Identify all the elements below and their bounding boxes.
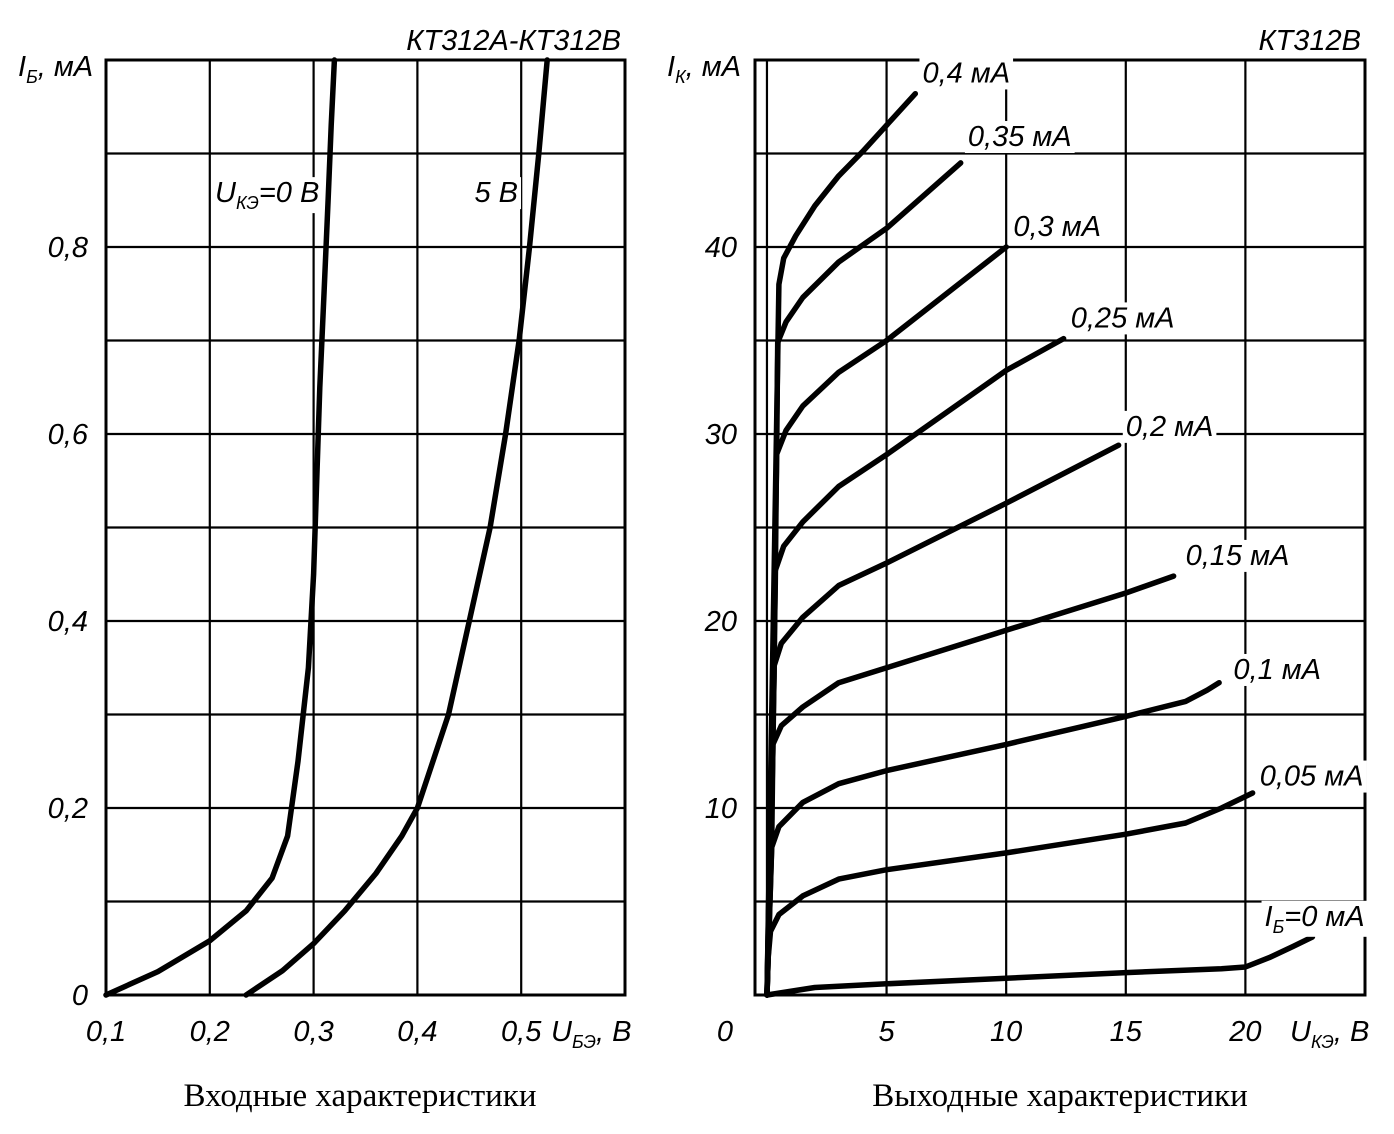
chart-title: КТ312В xyxy=(1258,25,1361,57)
chart-title: КТ312А-КТ312В xyxy=(406,25,621,57)
chart-panel-1: UКЭ=0 В 5 В 0,1 0,2 0,3 0,4 0,5 0 0,2 0,4 0,6 0,8 IБ… xyxy=(18,25,631,1114)
x-tick-label: 5 xyxy=(878,1016,895,1048)
label-background xyxy=(1067,302,1178,335)
series-label-2: 0,05 мА xyxy=(1260,761,1364,793)
label-background xyxy=(471,177,522,210)
x-tick-label: 10 xyxy=(990,1016,1022,1048)
label-background xyxy=(1182,539,1293,572)
series-line-3 xyxy=(764,679,1222,998)
series-label-4: 0,15 мА xyxy=(1186,540,1290,572)
x-tick-label: 15 xyxy=(1110,1016,1143,1048)
y-tick-label: 0,2 xyxy=(48,793,88,825)
series-label-9: 0,4 мА xyxy=(922,57,1010,89)
series-line-1 xyxy=(764,934,1316,998)
y-axis-label: IК, мА xyxy=(667,51,741,87)
plot-frame xyxy=(104,58,627,997)
x-axis-label: UБЭ, В xyxy=(551,1016,631,1052)
series-label-3: 0,1 мА xyxy=(1233,654,1321,686)
origin-label: 0 xyxy=(717,1016,733,1048)
series-label-2: 5 В xyxy=(474,177,518,209)
x-tick-label: 0,1 xyxy=(86,1016,126,1048)
series-line-4 xyxy=(764,573,1177,998)
y-tick-label: 20 xyxy=(704,606,737,638)
series-line-2 xyxy=(243,57,550,998)
series-line-2 xyxy=(764,790,1256,998)
label-background xyxy=(964,121,1075,154)
x-tick-label: 0,2 xyxy=(190,1016,230,1048)
series-line-9 xyxy=(764,90,919,998)
label-background xyxy=(1010,210,1104,243)
grid-lines xyxy=(755,58,1367,997)
series-line-1 xyxy=(103,57,338,998)
x-axis-label: UКЭ, В xyxy=(1290,1016,1369,1052)
label-background xyxy=(919,57,1014,90)
label-background xyxy=(1122,410,1217,443)
y-tick-label: 10 xyxy=(705,793,737,825)
series-label-8: 0,35 мА xyxy=(968,121,1072,153)
series-label-1: IБ=0 мА xyxy=(1265,901,1365,937)
y-tick-label: 40 xyxy=(705,232,737,264)
chart-caption: Входные характеристики xyxy=(184,1078,537,1114)
y-tick-label: 30 xyxy=(705,419,737,451)
series-label-7: 0,3 мА xyxy=(1013,211,1101,243)
grid-lines xyxy=(104,58,627,997)
x-tick-label: 0,5 xyxy=(501,1016,542,1048)
chart-panel-2: IБ=0 мА 0,05 мА 0,1 мА 0,15 мА 0,2 мА 0,25 мА… xyxy=(667,25,1369,1114)
label-background xyxy=(1256,760,1367,793)
series-label-1: UКЭ=0 В xyxy=(215,177,319,213)
y-tick-label: 0,4 xyxy=(48,606,88,638)
x-tick-label: 0,4 xyxy=(397,1016,437,1048)
label-background xyxy=(1230,653,1325,686)
y-tick-label: 0,8 xyxy=(48,232,88,264)
series-line-6 xyxy=(764,335,1067,998)
series-line-8 xyxy=(764,160,964,998)
y-tick-label: 0 xyxy=(72,980,88,1012)
y-axis-label: IБ, мА xyxy=(18,51,93,87)
x-tick-label: 0,3 xyxy=(293,1016,333,1048)
chart-caption: Выходные характеристики xyxy=(872,1078,1248,1114)
label-background xyxy=(1261,900,1368,937)
y-tick-label: 0,6 xyxy=(48,419,89,451)
plot-frame xyxy=(753,58,1367,997)
label-background xyxy=(211,177,323,214)
x-tick-label: 20 xyxy=(1228,1016,1261,1048)
series-label-6: 0,25 мА xyxy=(1071,302,1175,334)
series-label-5: 0,2 мА xyxy=(1126,411,1214,443)
